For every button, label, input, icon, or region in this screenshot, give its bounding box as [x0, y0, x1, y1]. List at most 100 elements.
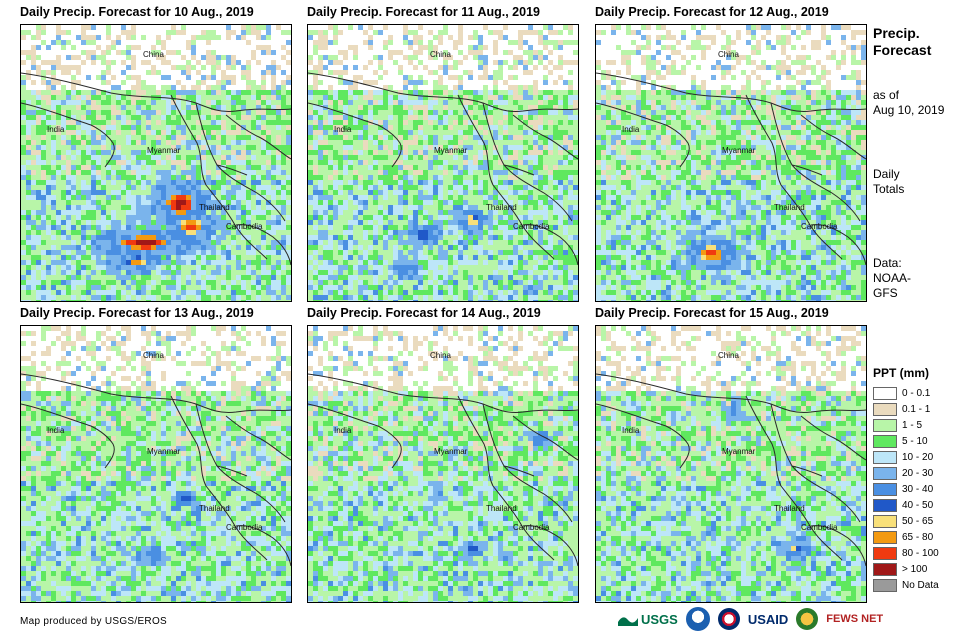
precip-cell: [333, 115, 338, 120]
precip-cell: [308, 270, 313, 275]
precip-cell: [181, 290, 186, 295]
precip-cell: [176, 30, 181, 35]
precip-cell: [91, 105, 96, 110]
precip-cell: [358, 205, 363, 210]
precip-cell: [96, 225, 101, 230]
precip-cell: [398, 250, 403, 255]
precip-cell: [66, 135, 71, 140]
precip-cell: [256, 125, 261, 130]
precip-cell: [281, 275, 286, 280]
precip-cell: [428, 150, 433, 155]
precip-cell: [498, 120, 503, 125]
precip-cell: [171, 95, 176, 100]
precip-cell: [358, 135, 363, 140]
precip-cell: [36, 165, 41, 170]
precip-cell: [266, 210, 271, 215]
precip-cell: [398, 100, 403, 105]
precip-cell: [176, 285, 181, 290]
precip-cell: [206, 235, 211, 240]
precip-cell: [21, 30, 26, 35]
precip-cell: [388, 270, 393, 275]
precip-cell: [458, 180, 463, 185]
precip-cell: [156, 70, 161, 75]
precip-cell: [241, 255, 246, 260]
precip-cell: [66, 300, 71, 301]
precip-cell: [241, 130, 246, 135]
precip-cell: [388, 175, 393, 180]
precip-cell: [256, 45, 261, 50]
precip-cell: [126, 65, 131, 70]
precip-cell: [241, 270, 246, 275]
precip-cell: [318, 120, 323, 125]
precip-cell: [256, 105, 261, 110]
precip-cell: [121, 120, 126, 125]
precip-cell: [266, 25, 271, 30]
precip-cell: [106, 175, 111, 180]
precip-cell: [66, 95, 71, 100]
precip-cell: [266, 290, 271, 295]
precip-cell: [443, 210, 448, 215]
precip-cell: [271, 80, 276, 85]
precip-cell: [241, 280, 246, 285]
precip-cell: [423, 165, 428, 170]
precip-cell: [181, 285, 186, 290]
precip-cell: [56, 230, 61, 235]
precip-cell: [338, 265, 343, 270]
precip-cell: [483, 240, 488, 245]
precip-cell: [313, 250, 318, 255]
precip-cell: [473, 100, 478, 105]
precip-cell: [368, 260, 373, 265]
precip-cell: [448, 200, 453, 205]
precip-cell: [211, 180, 216, 185]
precip-cell: [116, 90, 121, 95]
precip-cell: [443, 200, 448, 205]
precip-cell: [318, 195, 323, 200]
precip-cell: [286, 270, 291, 275]
precip-cell: [473, 55, 478, 60]
precip-cell: [91, 175, 96, 180]
precip-cell: [281, 270, 286, 275]
precip-cell: [181, 260, 186, 265]
precip-cell: [313, 165, 318, 170]
precip-cell: [186, 210, 191, 215]
precip-cell: [518, 200, 523, 205]
precip-cell: [181, 125, 186, 130]
precip-cell: [468, 270, 473, 275]
precip-cell: [493, 200, 498, 205]
precip-cell: [568, 95, 573, 100]
precip-cell: [66, 200, 71, 205]
precip-cell: [488, 270, 493, 275]
precip-cell: [573, 120, 578, 125]
precip-cell: [568, 90, 573, 95]
precip-cell: [513, 210, 518, 215]
precip-cell: [483, 150, 488, 155]
precip-cell: [126, 115, 131, 120]
precip-cell: [101, 100, 106, 105]
precip-cell: [136, 130, 141, 135]
precip-cell: [563, 205, 568, 210]
precip-cell: [241, 260, 246, 265]
precip-cell: [493, 215, 498, 220]
precip-cell: [358, 165, 363, 170]
precip-cell: [141, 160, 146, 165]
precip-cell: [156, 210, 161, 215]
precip-cell: [538, 230, 543, 235]
precip-cell: [236, 255, 241, 260]
precip-cell: [226, 135, 231, 140]
precip-cell: [518, 125, 523, 130]
precip-cell: [51, 75, 56, 80]
precip-cell: [86, 280, 91, 285]
precip-cell: [443, 165, 448, 170]
precip-cell: [51, 165, 56, 170]
precip-cell: [151, 130, 156, 135]
precip-cell: [413, 105, 418, 110]
precip-cell: [438, 240, 443, 245]
precip-cell: [76, 220, 81, 225]
precip-cell: [433, 120, 438, 125]
precip-cell: [41, 175, 46, 180]
precip-cell: [196, 195, 201, 200]
precip-cell: [438, 235, 443, 240]
precip-cell: [428, 110, 433, 115]
precip-cell: [276, 135, 281, 140]
precip-cell: [523, 185, 528, 190]
